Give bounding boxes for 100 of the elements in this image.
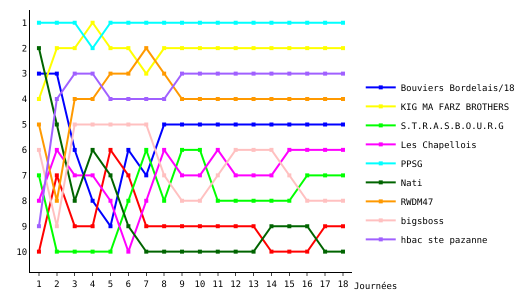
- point: [252, 122, 256, 126]
- point: [36, 250, 41, 254]
- point: [287, 72, 292, 76]
- point: [162, 72, 166, 76]
- point: [144, 173, 148, 178]
- point: [162, 122, 166, 126]
- point: [126, 97, 130, 102]
- point: [54, 46, 59, 50]
- point: [340, 224, 345, 228]
- point: [162, 173, 166, 178]
- point: [198, 250, 202, 254]
- point: [126, 148, 130, 152]
- point: [36, 72, 41, 76]
- point: [198, 148, 202, 152]
- point: [72, 198, 77, 203]
- point: [72, 72, 77, 76]
- point: [108, 148, 112, 152]
- point: [305, 148, 310, 152]
- point: [269, 122, 274, 126]
- point: [340, 148, 345, 152]
- point: [162, 20, 166, 25]
- point: [340, 72, 345, 76]
- point: [234, 148, 238, 152]
- point: [252, 72, 256, 76]
- x-axis-title: Journées: [354, 281, 398, 292]
- point: [252, 148, 256, 152]
- point: [108, 122, 112, 126]
- point: [144, 20, 148, 25]
- point: [252, 224, 256, 228]
- x-tick-label: 5: [108, 280, 114, 290]
- point: [198, 72, 202, 76]
- point: [216, 148, 220, 152]
- x-tick-label: 16: [302, 280, 313, 290]
- x-tick-label: 1: [36, 280, 42, 290]
- legend-label: PPSG: [400, 160, 422, 170]
- point: [108, 250, 112, 254]
- point: [340, 97, 345, 102]
- point: [72, 148, 77, 152]
- point: [54, 224, 59, 228]
- point: [54, 173, 59, 178]
- legend-label: Bouviers Bordelais/18: [400, 84, 515, 94]
- point: [323, 20, 328, 25]
- point: [269, 198, 274, 203]
- point: [323, 148, 328, 152]
- point: [180, 250, 184, 254]
- point: [72, 250, 77, 254]
- point: [216, 250, 220, 254]
- point: [216, 173, 220, 178]
- x-tick-label: 4: [90, 280, 96, 290]
- point: [108, 173, 112, 178]
- point: [234, 122, 238, 126]
- point: [108, 20, 112, 25]
- point: [36, 198, 41, 203]
- point: [305, 250, 310, 254]
- point: [252, 97, 256, 102]
- point: [234, 198, 238, 203]
- legend-label: KIG MA FARZ BROTHERS: [400, 102, 510, 113]
- point: [269, 173, 274, 178]
- point: [108, 46, 112, 50]
- legend-label: Nati: [400, 178, 422, 189]
- x-tick-label: 18: [338, 280, 348, 290]
- point: [90, 46, 95, 50]
- x-tick-label: 9: [179, 280, 185, 290]
- point: [180, 97, 184, 102]
- point: [90, 148, 95, 152]
- point: [323, 173, 328, 178]
- point: [269, 72, 274, 76]
- point: [162, 224, 166, 228]
- x-tick-label: 14: [266, 280, 277, 290]
- point: [287, 46, 292, 50]
- point: [216, 72, 220, 76]
- point: [144, 148, 148, 152]
- point: [234, 72, 238, 76]
- y-tick-label: 9: [22, 222, 28, 232]
- point: [72, 122, 77, 126]
- point: [198, 173, 202, 178]
- point: [90, 97, 95, 102]
- point: [144, 72, 148, 76]
- y-tick-label: 2: [22, 44, 28, 54]
- point: [162, 148, 166, 152]
- point: [234, 224, 238, 228]
- point: [36, 148, 41, 152]
- x-tick-label: 2: [54, 280, 60, 290]
- point: [180, 148, 184, 152]
- point: [216, 224, 220, 228]
- point: [180, 224, 184, 228]
- point: [216, 20, 220, 25]
- point: [216, 198, 220, 203]
- point: [287, 97, 292, 102]
- point: [144, 250, 148, 254]
- point: [340, 198, 345, 203]
- point: [90, 20, 95, 25]
- point: [252, 250, 256, 254]
- point: [340, 250, 345, 254]
- point: [198, 97, 202, 102]
- point: [36, 46, 41, 50]
- point: [323, 198, 328, 203]
- point: [340, 46, 345, 50]
- point: [323, 122, 328, 126]
- y-tick-label: 5: [22, 120, 28, 131]
